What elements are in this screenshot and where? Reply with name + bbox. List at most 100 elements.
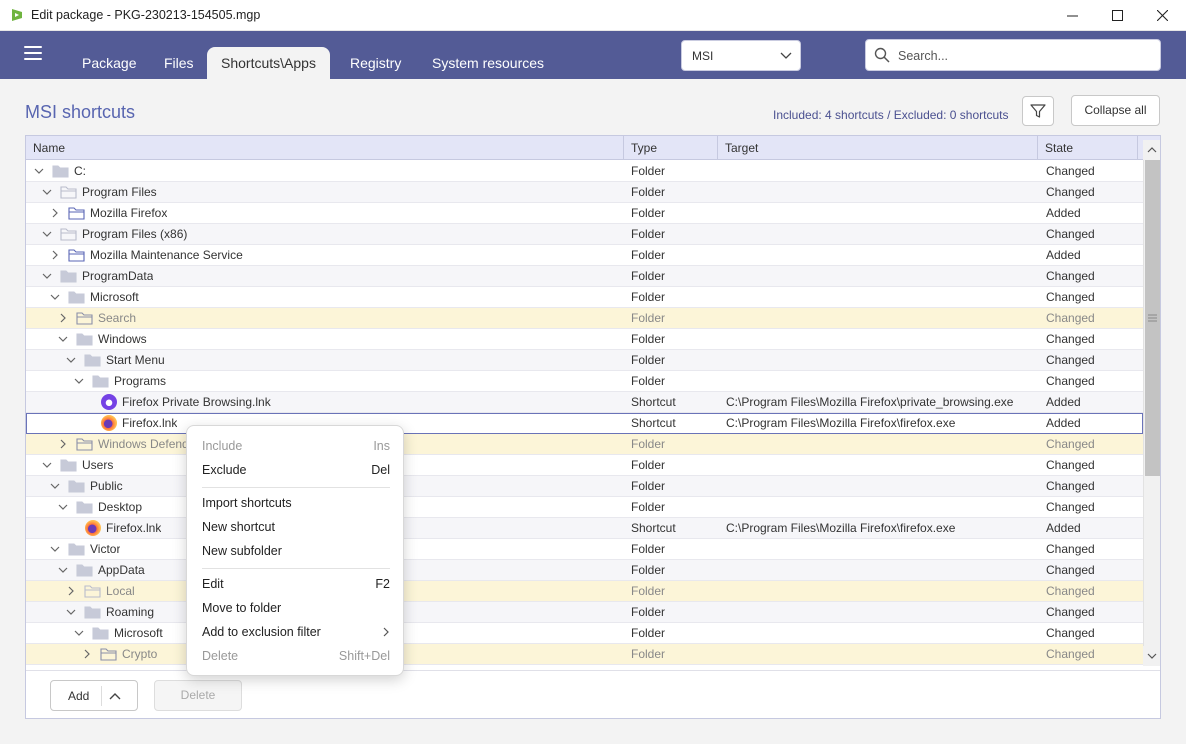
- menu-item-add-to-exclusion-filter[interactable]: Add to exclusion filter: [202, 622, 390, 642]
- tab-package[interactable]: Package: [82, 55, 137, 71]
- table-row[interactable]: Program Files (x86) Folder Changed: [26, 224, 1143, 245]
- menu-item-shortcut: F2: [375, 577, 390, 591]
- table-row[interactable]: Microsoft Folder Changed: [26, 287, 1143, 308]
- folder-icon: [60, 270, 77, 283]
- chevron-down-icon[interactable]: [42, 229, 52, 239]
- chevron-right-icon[interactable]: [50, 208, 60, 218]
- chevron-down-icon[interactable]: [66, 355, 76, 365]
- table-row[interactable]: C: Folder Changed: [26, 161, 1143, 182]
- row-type: Folder: [631, 626, 666, 640]
- table-row[interactable]: Windows Folder Changed: [26, 329, 1143, 350]
- table-row[interactable]: Desktop Folder Changed: [26, 497, 1143, 518]
- row-type: Folder: [631, 164, 666, 178]
- column-header-state[interactable]: State: [1038, 136, 1138, 160]
- table-row[interactable]: Mozilla Maintenance Service Folder Added: [26, 245, 1143, 266]
- row-name: Victor: [90, 542, 121, 556]
- search-input[interactable]: [896, 46, 1146, 66]
- minimize-button[interactable]: [1049, 0, 1095, 31]
- chevron-right-icon[interactable]: [58, 313, 68, 323]
- delete-button[interactable]: Delete: [154, 680, 242, 711]
- table-row[interactable]: Mozilla Firefox Folder Added: [26, 203, 1143, 224]
- chevron-down-icon[interactable]: [58, 334, 68, 344]
- tab-files[interactable]: Files: [164, 55, 194, 71]
- menu-item-label: Import shortcuts: [202, 496, 292, 510]
- grid-header: Name Type Target State: [26, 136, 1160, 160]
- package-type-select[interactable]: MSI: [681, 40, 801, 71]
- table-row[interactable]: Firefox Private Browsing.lnk Shortcut C:\P…: [26, 392, 1143, 413]
- row-type: Shortcut: [631, 416, 676, 430]
- chevron-down-icon[interactable]: [58, 502, 68, 512]
- table-row[interactable]: Programs Folder Changed: [26, 371, 1143, 392]
- table-row[interactable]: Users Folder Changed: [26, 455, 1143, 476]
- menu-item-move-to-folder[interactable]: Move to folder: [202, 598, 390, 618]
- tab-system-resources[interactable]: System resources: [432, 55, 545, 71]
- table-row[interactable]: Microsoft Folder Changed: [26, 623, 1143, 644]
- chevron-right-icon[interactable]: [50, 250, 60, 260]
- folder-icon: [92, 375, 109, 388]
- menu-item-new-shortcut[interactable]: New shortcut: [202, 517, 390, 537]
- row-name: Firefox Private Browsing.lnk: [122, 395, 271, 409]
- table-row[interactable]: Search Folder Changed: [26, 308, 1143, 329]
- row-state: Changed: [1046, 626, 1095, 640]
- folder-icon: [68, 291, 85, 304]
- chevron-down-icon[interactable]: [50, 544, 60, 554]
- chevron-down-icon[interactable]: [74, 376, 84, 386]
- tab-shortcuts-apps[interactable]: Shortcuts\Apps: [207, 47, 330, 79]
- row-state: Added: [1046, 416, 1081, 430]
- chevron-down-icon[interactable]: [50, 481, 60, 491]
- row-name: Crypto: [122, 647, 158, 661]
- menu-item-label: Move to folder: [202, 601, 282, 615]
- table-row[interactable]: ProgramData Folder Changed: [26, 266, 1143, 287]
- table-row[interactable]: Firefox.lnk Shortcut C:\Program Files\Mozi…: [26, 413, 1143, 434]
- row-target: C:\Program Files\Mozilla Firefox\firefox…: [726, 521, 956, 535]
- table-row[interactable]: Program Files Folder Changed: [26, 182, 1143, 203]
- folder-icon: [76, 438, 93, 451]
- vertical-scrollbar[interactable]: [1143, 160, 1160, 650]
- chevron-right-icon[interactable]: [66, 586, 76, 596]
- add-button[interactable]: Add: [50, 680, 138, 711]
- chevron-down-icon[interactable]: [42, 187, 52, 197]
- row-name: AppData: [98, 563, 145, 577]
- chevron-down-icon[interactable]: [58, 565, 68, 575]
- tab-registry[interactable]: Registry: [350, 55, 402, 71]
- scrollbar-thumb[interactable]: [1145, 160, 1160, 476]
- row-type: Shortcut: [631, 395, 676, 409]
- chevron-right-icon[interactable]: [82, 649, 92, 659]
- row-state: Changed: [1046, 605, 1095, 619]
- menu-item-import-shortcuts[interactable]: Import shortcuts: [202, 493, 390, 513]
- chevron-down-icon[interactable]: [42, 271, 52, 281]
- chevron-down-icon[interactable]: [66, 607, 76, 617]
- menu-item-delete[interactable]: Delete Shift+Del: [202, 646, 390, 666]
- search-box[interactable]: [865, 39, 1161, 71]
- chevron-down-icon[interactable]: [42, 460, 52, 470]
- chevron-down-icon[interactable]: [34, 166, 44, 176]
- hamburger-menu-icon[interactable]: [24, 46, 42, 60]
- chevron-down-icon[interactable]: [50, 292, 60, 302]
- close-button[interactable]: [1139, 0, 1185, 31]
- chevron-down-icon[interactable]: [74, 628, 84, 638]
- row-name: Program Files (x86): [82, 227, 188, 241]
- row-type: Folder: [631, 290, 666, 304]
- scroll-down-button[interactable]: [1143, 646, 1160, 666]
- table-row[interactable]: Victor Folder Changed: [26, 539, 1143, 560]
- chevron-up-icon[interactable]: [108, 689, 122, 703]
- menu-item-edit[interactable]: Edit F2: [202, 574, 390, 594]
- maximize-button[interactable]: [1094, 0, 1140, 31]
- menu-item-exclude[interactable]: Exclude Del: [202, 460, 390, 480]
- row-type: Folder: [631, 605, 666, 619]
- collapse-all-button[interactable]: Collapse all: [1071, 95, 1160, 126]
- scroll-up-button[interactable]: [1143, 140, 1160, 160]
- folder-icon: [68, 207, 85, 220]
- row-state: Changed: [1046, 311, 1095, 325]
- filter-button[interactable]: [1022, 96, 1054, 126]
- row-name: Programs: [114, 374, 167, 388]
- table-row[interactable]: Start Menu Folder Changed: [26, 350, 1143, 371]
- chevron-right-icon[interactable]: [58, 439, 68, 449]
- menu-item-include[interactable]: Include Ins: [202, 436, 390, 456]
- column-header-type[interactable]: Type: [624, 136, 718, 160]
- menu-item-new-subfolder[interactable]: New subfolder: [202, 541, 390, 561]
- column-header-name[interactable]: Name: [26, 136, 624, 160]
- nav-bar: Package Files Shortcuts\Apps Registry Sy…: [0, 31, 1186, 79]
- column-header-target[interactable]: Target: [718, 136, 1038, 160]
- row-type: Folder: [631, 542, 666, 556]
